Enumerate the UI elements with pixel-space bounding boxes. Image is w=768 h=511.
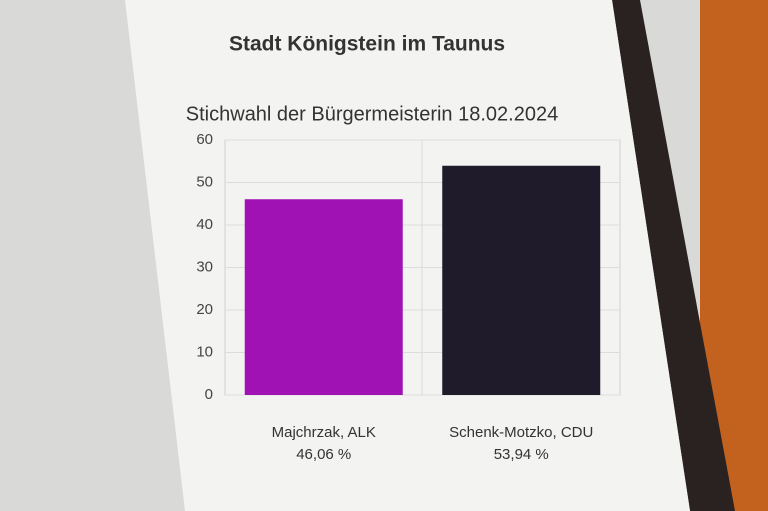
y-tick-label: 20 [196, 301, 213, 318]
y-tick-label: 10 [196, 343, 213, 360]
value-label: 46,06 % [296, 446, 351, 463]
y-tick-label: 50 [196, 173, 213, 190]
y-tick-label: 30 [196, 258, 213, 275]
y-tick-label: 60 [196, 131, 213, 148]
x-tick-label: Schenk-Motzko, CDU [449, 424, 593, 441]
chart-subtitle: Stichwahl der Bürgermeisterin 18.02.2024 [186, 103, 558, 125]
y-tick-label: 40 [196, 216, 213, 233]
bar [244, 199, 403, 395]
bezel [612, 0, 735, 511]
panel [125, 0, 690, 511]
x-tick-label: Majchrzak, ALK [272, 424, 376, 441]
y-tick-label: 0 [205, 386, 213, 403]
bar [442, 165, 601, 395]
chart-title: Stadt Königstein im Taunus [229, 33, 505, 56]
value-label: 53,94 % [494, 446, 549, 463]
